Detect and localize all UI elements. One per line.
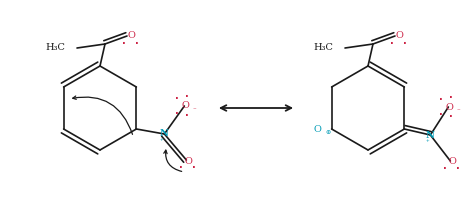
Text: ⁺: ⁺ bbox=[159, 139, 163, 145]
Text: ·: · bbox=[185, 92, 189, 102]
Text: H₃C: H₃C bbox=[313, 43, 333, 52]
Text: ·: · bbox=[439, 110, 443, 120]
Text: H₃C: H₃C bbox=[45, 43, 65, 52]
Text: ·: · bbox=[185, 111, 189, 121]
Text: ·: · bbox=[403, 39, 407, 49]
Text: O: O bbox=[182, 102, 189, 110]
Text: O: O bbox=[446, 103, 453, 111]
Text: ·: · bbox=[439, 95, 443, 105]
Text: O: O bbox=[395, 31, 403, 41]
Text: ·: · bbox=[192, 163, 196, 173]
Text: ⁻: ⁻ bbox=[456, 108, 460, 114]
FancyArrowPatch shape bbox=[73, 96, 133, 134]
Text: ·: · bbox=[456, 164, 460, 174]
Text: ·: · bbox=[175, 94, 179, 104]
Text: N: N bbox=[426, 130, 435, 140]
Text: ·: · bbox=[449, 112, 453, 122]
FancyArrowPatch shape bbox=[164, 150, 182, 171]
Text: ⁺: ⁺ bbox=[426, 140, 429, 146]
Text: ·: · bbox=[135, 39, 139, 49]
Text: ⊕: ⊕ bbox=[325, 130, 330, 135]
Text: N: N bbox=[160, 130, 169, 139]
Text: ·: · bbox=[175, 109, 179, 119]
Text: O: O bbox=[314, 125, 321, 134]
Text: O: O bbox=[184, 156, 192, 166]
Text: ·: · bbox=[449, 93, 453, 103]
Text: ·: · bbox=[180, 163, 183, 173]
Text: O: O bbox=[448, 157, 456, 166]
Text: ⁻: ⁻ bbox=[192, 107, 196, 113]
Text: ·: · bbox=[444, 164, 447, 174]
Text: O: O bbox=[127, 31, 135, 41]
Text: ·: · bbox=[122, 39, 126, 49]
Text: ·: · bbox=[390, 39, 394, 49]
